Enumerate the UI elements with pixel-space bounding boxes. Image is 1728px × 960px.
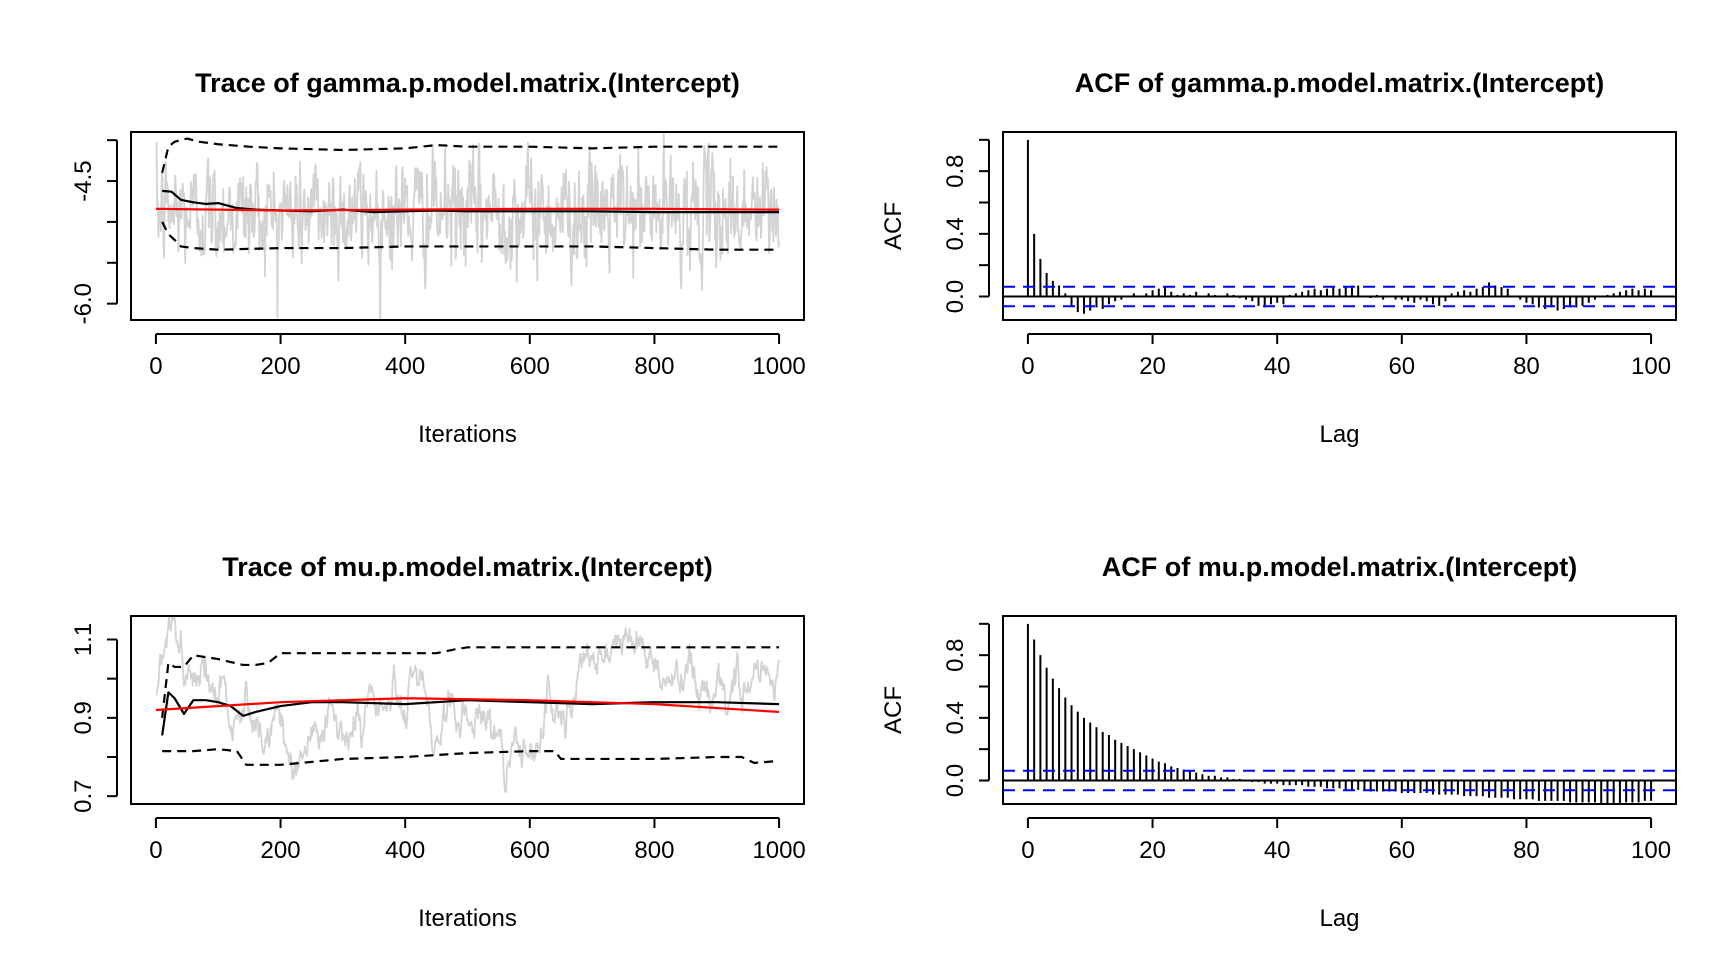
x-tick-label: 20 bbox=[1139, 353, 1166, 380]
series-smooth bbox=[155, 207, 780, 212]
x-axis-label: Lag bbox=[1319, 421, 1359, 448]
x-tick-label: 80 bbox=[1513, 353, 1540, 380]
y-tick-label: 0.4 bbox=[942, 217, 969, 250]
x-tick-label: 200 bbox=[261, 353, 301, 380]
y-tick-label: -4.5 bbox=[70, 160, 97, 201]
plot-frame bbox=[130, 131, 805, 321]
x-tick-label: 400 bbox=[385, 837, 425, 864]
y-axis-label: ACF bbox=[880, 202, 907, 250]
x-axis-label: Iterations bbox=[418, 421, 517, 448]
plot-frame bbox=[1002, 615, 1677, 805]
panel-acf-gamma: ACF of gamma.p.model.matrix.(Intercept) … bbox=[880, 68, 1677, 448]
x-tick-label: 60 bbox=[1388, 837, 1415, 864]
x-tick-label: 0 bbox=[1021, 353, 1034, 380]
panel-trace-gamma: Trace of gamma.p.model.matrix.(Intercept… bbox=[70, 68, 806, 448]
x-tick-label: 100 bbox=[1631, 837, 1671, 864]
x-tick-label: 80 bbox=[1513, 837, 1540, 864]
chart-title: Trace of mu.p.model.matrix.(Intercept) bbox=[222, 552, 713, 582]
x-tick-label: 600 bbox=[510, 837, 550, 864]
y-tick-label: -6.0 bbox=[70, 283, 97, 324]
series-chain bbox=[155, 132, 780, 320]
series-upper-quantile bbox=[161, 646, 780, 718]
x-tick-label: 1000 bbox=[752, 837, 805, 864]
x-tick-label: 100 bbox=[1631, 353, 1671, 380]
x-tick-label: 600 bbox=[510, 353, 550, 380]
series-lower-quantile bbox=[161, 221, 780, 251]
x-tick-label: 200 bbox=[261, 837, 301, 864]
panel-trace-mu: Trace of mu.p.model.matrix.(Intercept) I… bbox=[70, 552, 806, 932]
y-tick-label: 1.1 bbox=[70, 623, 97, 656]
x-axis-label: Iterations bbox=[418, 905, 517, 932]
x-tick-label: 0 bbox=[1021, 837, 1034, 864]
x-tick-label: 800 bbox=[634, 837, 674, 864]
x-tick-label: 0 bbox=[149, 353, 162, 380]
x-tick-label: 40 bbox=[1264, 837, 1291, 864]
x-tick-label: 20 bbox=[1139, 837, 1166, 864]
series-chain bbox=[155, 616, 780, 793]
plot-frame bbox=[130, 615, 805, 805]
y-tick-label: 0.0 bbox=[942, 764, 969, 797]
y-tick-label: 0.8 bbox=[942, 638, 969, 671]
panel-acf-mu: ACF of mu.p.model.matrix.(Intercept) Lag… bbox=[880, 552, 1677, 932]
chart-title: Trace of gamma.p.model.matrix.(Intercept… bbox=[195, 68, 740, 98]
y-tick-label: 0.4 bbox=[942, 701, 969, 734]
series-lower-quantile bbox=[162, 748, 780, 766]
x-tick-label: 0 bbox=[149, 837, 162, 864]
x-tick-label: 40 bbox=[1264, 353, 1291, 380]
x-tick-label: 60 bbox=[1388, 353, 1415, 380]
y-tick-label: 0.0 bbox=[942, 280, 969, 313]
y-tick-label: 0.8 bbox=[942, 154, 969, 187]
x-axis-label: Lag bbox=[1319, 905, 1359, 932]
x-tick-label: 800 bbox=[634, 353, 674, 380]
plot-frame bbox=[1002, 131, 1677, 321]
x-tick-label: 400 bbox=[385, 353, 425, 380]
chart-title: ACF of gamma.p.model.matrix.(Intercept) bbox=[1075, 68, 1605, 98]
series-smooth bbox=[155, 697, 780, 714]
y-tick-label: 0.7 bbox=[70, 779, 97, 812]
x-tick-label: 1000 bbox=[752, 353, 805, 380]
y-axis-label: ACF bbox=[880, 686, 907, 734]
series-running-mean bbox=[161, 691, 780, 736]
chart-title: ACF of mu.p.model.matrix.(Intercept) bbox=[1102, 552, 1578, 582]
y-tick-label: 0.9 bbox=[70, 701, 97, 734]
